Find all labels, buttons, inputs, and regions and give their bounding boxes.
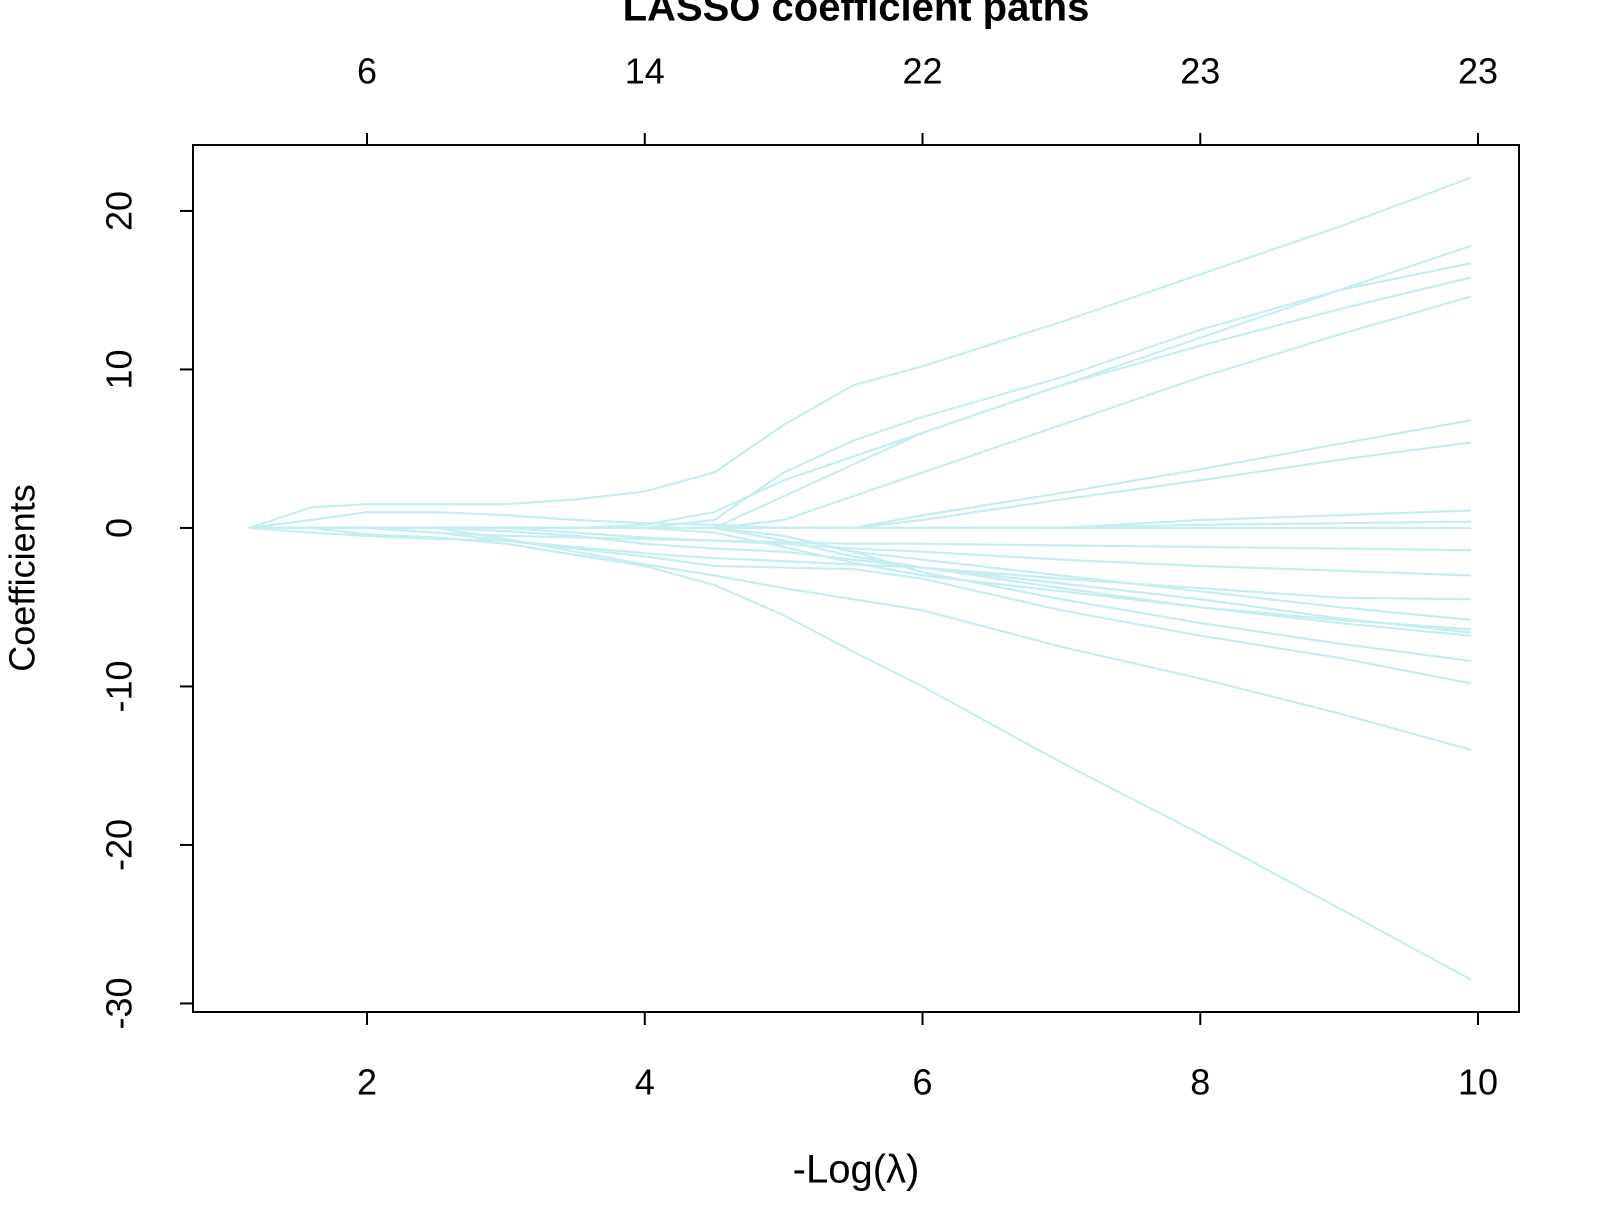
y-tick-label: -10 bbox=[99, 660, 140, 712]
chart-title: LASSO coefficient paths bbox=[623, 0, 1090, 30]
coefficient-path bbox=[248, 176, 1472, 529]
x-axis-label: -Log(λ) bbox=[793, 1148, 920, 1192]
top-tick-label: 14 bbox=[625, 51, 665, 92]
y-axis-label: Coefficients bbox=[2, 484, 43, 671]
coefficient-path bbox=[248, 244, 1472, 530]
coefficient-path bbox=[248, 262, 1472, 530]
coefficient-path bbox=[248, 276, 1472, 530]
y-tick-label: 20 bbox=[99, 191, 140, 231]
x-tick-label: 6 bbox=[913, 1062, 933, 1103]
coefficient-path bbox=[248, 295, 1472, 530]
x-tick-label: 10 bbox=[1458, 1062, 1498, 1103]
top-tick-label: 6 bbox=[357, 51, 377, 92]
y-tick-label: -30 bbox=[99, 977, 140, 1029]
x-tick-label: 2 bbox=[357, 1062, 377, 1103]
y-tick-label: 10 bbox=[99, 349, 140, 389]
y-tick-label: 0 bbox=[99, 518, 140, 538]
x-tick-label: 4 bbox=[635, 1062, 655, 1103]
coefficient-path bbox=[248, 526, 1472, 621]
x-tick-label: 8 bbox=[1190, 1062, 1210, 1103]
coefficient-path bbox=[248, 526, 1472, 981]
top-tick-label: 22 bbox=[902, 51, 942, 92]
plot-frame bbox=[192, 144, 1520, 1013]
coefficient-path bbox=[248, 509, 1472, 530]
top-tick-label: 23 bbox=[1180, 51, 1220, 92]
top-tick-label: 23 bbox=[1458, 51, 1498, 92]
coefficient-path bbox=[248, 526, 1472, 685]
y-tick-label: -20 bbox=[99, 819, 140, 871]
